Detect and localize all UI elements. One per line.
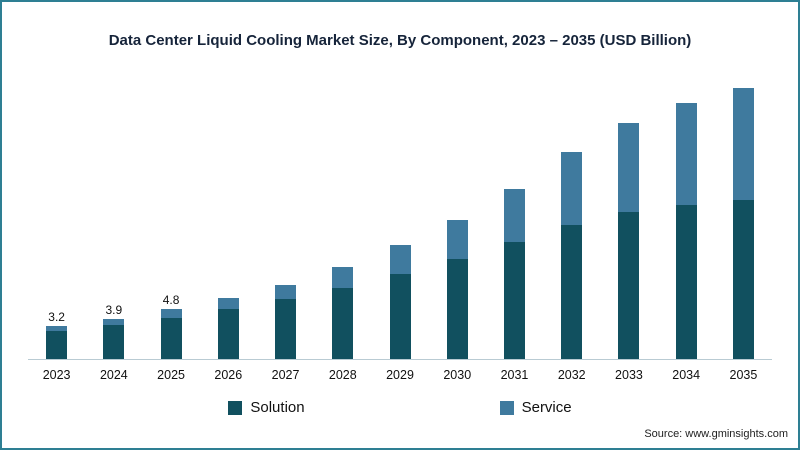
bar-column [658,64,715,359]
bar-column [314,64,371,359]
bar-segment-service [160,309,182,318]
bar-value-label: 3.2 [48,309,65,324]
bar-segment-service [732,88,754,200]
bar-column [543,64,600,359]
x-axis-label: 2034 [672,368,701,382]
bar-stack [561,152,583,359]
bar-value-label: 3.9 [105,302,123,317]
bar-segment-service [446,219,468,259]
bar-segment-service [103,318,125,325]
bar-column [257,64,314,359]
bar-segment-solution [275,299,297,359]
legend-item-service: Service [499,399,572,416]
x-axis-label: 2025 [157,368,185,382]
bar-segment-solution [618,212,640,359]
x-axis-label: 2024 [99,368,128,382]
bar-segment-solution [160,317,182,359]
x-axis-line [28,359,772,360]
bar-segment-solution [332,287,354,359]
bar-column [486,64,543,359]
bar-column [200,64,257,359]
bar-column [371,64,428,359]
bar-stack [732,88,754,359]
chart-title: Data Center Liquid Cooling Market Size, … [108,32,692,49]
x-axis-label: 2033 [615,368,643,382]
bar-column [429,64,486,359]
bar-segment-solution [561,224,583,359]
bar-value-label: 4.8 [162,293,180,308]
bar-segment-solution [217,309,239,359]
chart-legend: Solution Service [2,399,798,416]
bar-segment-service [217,298,239,310]
bar-stack [446,219,468,359]
bar-column [600,64,657,359]
bar-segment-solution [46,331,68,359]
x-axis-label: 2026 [214,368,243,382]
bar-segment-service [389,245,411,275]
x-axis-label: 2035 [729,368,758,382]
bar-stack [275,284,297,359]
solution-swatch-icon [228,400,243,415]
bar-stack [675,102,697,359]
bar-segment-service [675,102,697,206]
bar-segment-service [275,284,297,300]
x-axis-label: 2031 [500,368,529,382]
bar-segment-service [332,267,354,288]
bar-stack [46,325,68,359]
legend-item-solution: Solution [228,399,305,416]
bar-stack [618,123,640,359]
service-swatch-icon [499,400,514,415]
x-axis-label: 2023 [42,368,71,382]
bar-column: 4.8 [142,64,199,359]
bar-stack [103,318,125,359]
bar-segment-service [618,123,640,213]
bar-column: 3.2 [28,64,85,359]
bar-stack [503,188,525,359]
x-axis-label: 2027 [271,368,300,382]
bar-stack [389,245,411,359]
bar-column [715,64,772,359]
bar-segment-service [561,152,583,225]
bar-segment-service [46,325,68,332]
plot-area: 3.2 3.9 4.8 2023 2024 2025 2026 2027 2028 2029 20… [28,64,772,382]
bar-stack [332,267,354,359]
source-attribution: Source: www.gminsights.com [644,428,788,440]
bar-stack [160,309,182,359]
x-axis-label: 2032 [557,368,586,382]
bar-segment-solution [675,205,697,359]
bar-segment-solution [503,242,525,359]
x-axis-labels: 2023 2024 2025 2026 2027 2028 2029 2030 2031 2032… [28,368,772,382]
legend-label-service: Service [521,399,572,416]
x-axis-label: 2028 [328,368,357,382]
bar-column: 3.9 [85,64,142,359]
bars-container: 3.2 3.9 4.8 [28,64,772,359]
legend-label-solution: Solution [250,399,305,416]
x-axis-label: 2029 [386,368,414,382]
bar-segment-solution [446,258,468,359]
bar-segment-solution [103,324,125,359]
bar-stack [217,298,239,359]
bar-segment-solution [732,199,754,359]
x-axis-label: 2030 [443,368,472,382]
bar-segment-service [503,188,525,243]
bar-segment-solution [389,274,411,359]
